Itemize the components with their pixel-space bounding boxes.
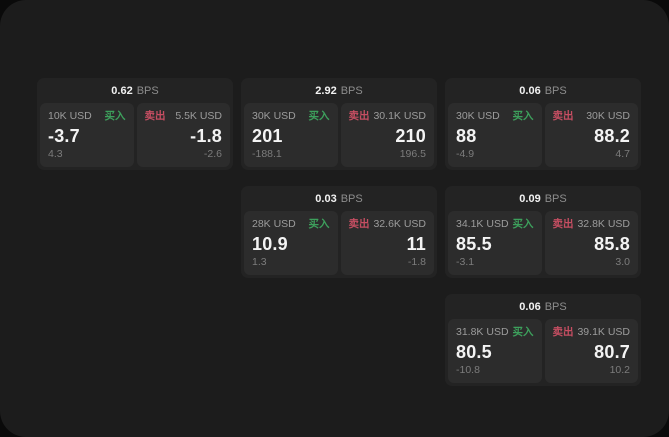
sell-quote-panel[interactable]: 卖出 39.1K USD 80.7 10.2 (544, 319, 638, 383)
quote-panels: 28K USD 买入 10.9 1.3 卖出 32.6K USD 11 -1.8 (241, 211, 437, 278)
buy-amount: 28K USD (252, 218, 296, 230)
buy-price: 85.5 (456, 233, 492, 254)
sell-side-label: 卖出 (552, 326, 574, 338)
buy-sub-value: 1.3 (252, 256, 267, 268)
sell-amount: 39.1K USD (577, 326, 630, 338)
bps-value: 0.06 (519, 84, 541, 97)
buy-quote-panel[interactable]: 31.8K USD 买入 80.5 -10.8 (448, 319, 542, 383)
sell-sub-value: -2.6 (203, 148, 222, 160)
sell-sub-value: 196.5 (399, 148, 426, 160)
sell-price: 85.8 (594, 233, 630, 254)
bps-suffix: BPS (340, 192, 363, 205)
quote-panels: 30K USD 买入 88 -4.9 卖出 30K USD 88.2 4.7 (445, 103, 641, 170)
sell-side-label: 卖出 (348, 218, 370, 230)
quote-card: 0.62 BPS 10K USD 买入 -3.7 4.3 卖出 5.5K USD… (37, 78, 233, 170)
buy-sub-value: -3.1 (456, 256, 475, 268)
buy-quote-panel[interactable]: 34.1K USD 买入 85.5 -3.1 (448, 211, 542, 275)
buy-side-label: 买入 (104, 110, 126, 122)
buy-amount: 10K USD (48, 110, 92, 122)
buy-quote-panel[interactable]: 30K USD 买入 201 -188.1 (244, 103, 338, 167)
sell-sub-value: 4.7 (615, 148, 630, 160)
sell-side-label: 卖出 (144, 110, 166, 122)
sell-side-label: 卖出 (552, 218, 574, 230)
quote-panels: 34.1K USD 买入 85.5 -3.1 卖出 32.8K USD 85.8… (445, 211, 641, 278)
quote-card: 0.06 BPS 30K USD 买入 88 -4.9 卖出 30K USD 8… (445, 78, 641, 170)
buy-side-label: 买入 (308, 218, 330, 230)
bps-suffix: BPS (340, 84, 363, 97)
buy-sub-value: -10.8 (456, 364, 480, 376)
quote-panels: 31.8K USD 买入 80.5 -10.8 卖出 39.1K USD 80.… (445, 319, 641, 386)
bps-header: 0.03 BPS (241, 186, 437, 211)
sell-sub-value: 10.2 (609, 364, 630, 376)
sell-quote-panel[interactable]: 卖出 5.5K USD -1.8 -2.6 (136, 103, 230, 167)
buy-price: 88 (456, 125, 477, 146)
bps-value: 0.06 (519, 300, 541, 313)
bps-suffix: BPS (544, 300, 567, 313)
buy-quote-panel[interactable]: 30K USD 买入 88 -4.9 (448, 103, 542, 167)
quote-card: 0.06 BPS 31.8K USD 买入 80.5 -10.8 卖出 39.1… (445, 294, 641, 386)
quote-card: 2.92 BPS 30K USD 买入 201 -188.1 卖出 30.1K … (241, 78, 437, 170)
sell-amount: 30K USD (586, 110, 630, 122)
buy-sub-value: 4.3 (48, 148, 63, 160)
buy-quote-panel[interactable]: 28K USD 买入 10.9 1.3 (244, 211, 338, 275)
bps-suffix: BPS (136, 84, 159, 97)
sell-side-label: 卖出 (348, 110, 370, 122)
sell-quote-panel[interactable]: 卖出 30.1K USD 210 196.5 (340, 103, 434, 167)
bps-value: 2.92 (315, 84, 337, 97)
bps-value: 0.62 (111, 84, 133, 97)
sell-sub-value: -1.8 (407, 256, 426, 268)
buy-price: -3.7 (48, 125, 80, 146)
bps-header: 0.06 BPS (445, 294, 641, 319)
buy-amount: 31.8K USD (456, 326, 509, 338)
sell-price: 80.7 (594, 341, 630, 362)
buy-amount: 34.1K USD (456, 218, 509, 230)
sell-price: 210 (395, 125, 426, 146)
bps-suffix: BPS (544, 192, 567, 205)
sell-quote-panel[interactable]: 卖出 30K USD 88.2 4.7 (544, 103, 638, 167)
bps-header: 0.62 BPS (37, 78, 233, 103)
buy-amount: 30K USD (252, 110, 296, 122)
quote-card: 0.09 BPS 34.1K USD 买入 85.5 -3.1 卖出 32.8K… (445, 186, 641, 278)
sell-quote-panel[interactable]: 卖出 32.6K USD 11 -1.8 (340, 211, 434, 275)
bps-value: 0.03 (315, 192, 337, 205)
bps-header: 0.09 BPS (445, 186, 641, 211)
sell-side-label: 卖出 (552, 110, 574, 122)
buy-sub-value: -4.9 (456, 148, 475, 160)
buy-side-label: 买入 (512, 326, 534, 338)
quote-panels: 30K USD 买入 201 -188.1 卖出 30.1K USD 210 1… (241, 103, 437, 170)
sell-quote-panel[interactable]: 卖出 32.8K USD 85.8 3.0 (544, 211, 638, 275)
bps-header: 2.92 BPS (241, 78, 437, 103)
sell-amount: 30.1K USD (373, 110, 426, 122)
buy-side-label: 买入 (308, 110, 330, 122)
sell-price: 11 (406, 233, 426, 254)
sell-price: 88.2 (594, 125, 630, 146)
buy-side-label: 买入 (512, 218, 534, 230)
buy-price: 201 (252, 125, 283, 146)
buy-price: 10.9 (252, 233, 288, 254)
quote-card: 0.03 BPS 28K USD 买入 10.9 1.3 卖出 32.6K US… (241, 186, 437, 278)
sell-price: -1.8 (190, 125, 222, 146)
buy-side-label: 买入 (512, 110, 534, 122)
sell-amount: 32.6K USD (373, 218, 426, 230)
buy-price: 80.5 (456, 341, 492, 362)
bps-suffix: BPS (544, 84, 567, 97)
bps-value: 0.09 (519, 192, 541, 205)
sell-sub-value: 3.0 (615, 256, 630, 268)
quote-panels: 10K USD 买入 -3.7 4.3 卖出 5.5K USD -1.8 -2.… (37, 103, 233, 170)
bps-header: 0.06 BPS (445, 78, 641, 103)
buy-amount: 30K USD (456, 110, 500, 122)
buy-sub-value: -188.1 (252, 148, 282, 160)
sell-amount: 32.8K USD (577, 218, 630, 230)
sell-amount: 5.5K USD (175, 110, 222, 122)
buy-quote-panel[interactable]: 10K USD 买入 -3.7 4.3 (40, 103, 134, 167)
